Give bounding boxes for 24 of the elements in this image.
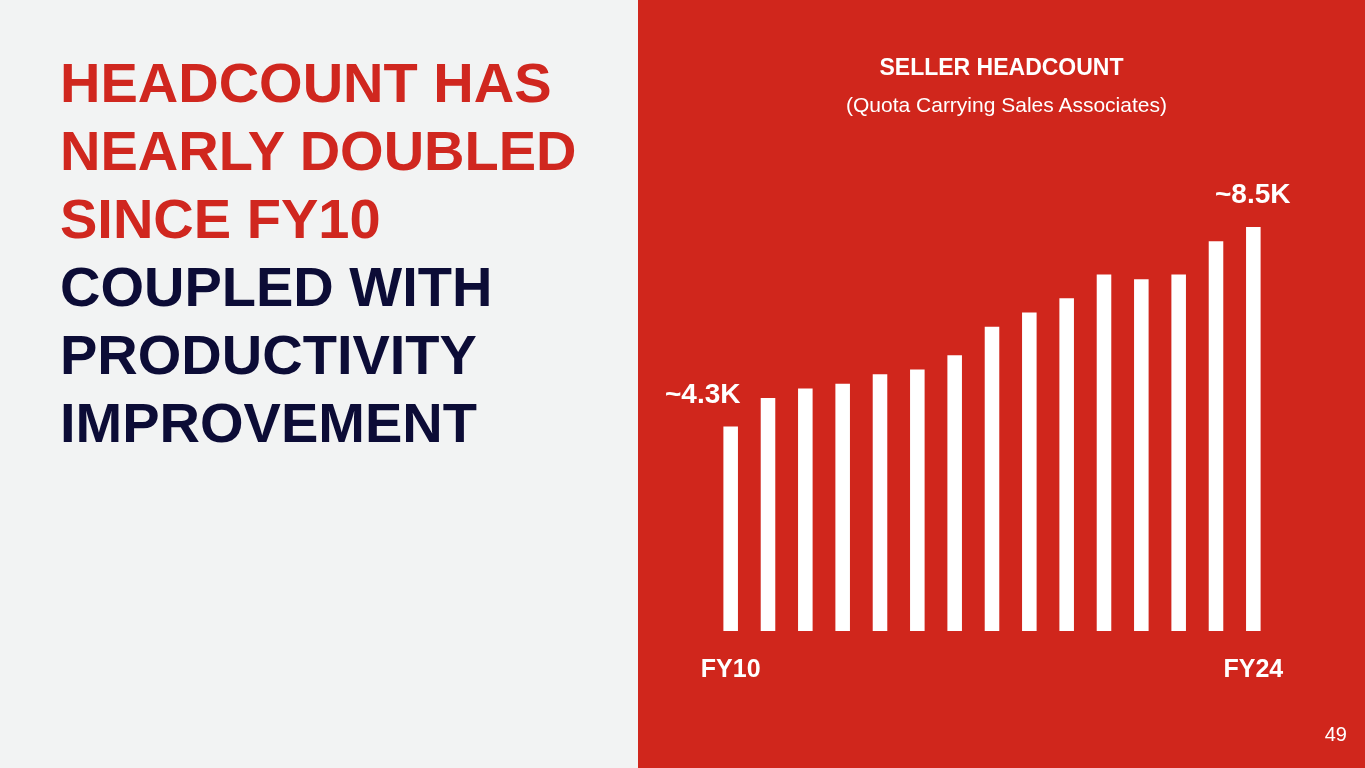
bar [760, 398, 776, 631]
bar [872, 374, 888, 631]
bar [984, 326, 1000, 631]
bar [1246, 227, 1261, 631]
x-tick-label: FY10 [700, 654, 761, 682]
bar [1171, 274, 1186, 631]
bar [1096, 274, 1112, 631]
bar [798, 388, 813, 631]
x-tick-label: FY24 [1223, 654, 1284, 682]
text: COUPLED WITH PRODUCTIVITY IMPROVEMENT [60, 254, 494, 456]
text: 49 [1324, 722, 1347, 746]
data-label: ~8.5K [1215, 178, 1291, 209]
bar [947, 355, 962, 631]
bar [723, 426, 738, 631]
bar [1059, 298, 1074, 631]
bar [910, 369, 925, 631]
bar [1134, 279, 1149, 631]
chart-subtitle: (Quota Carrying Sales Associates) [846, 93, 1167, 116]
bar [1022, 312, 1037, 631]
bar [835, 383, 850, 631]
bar [1208, 241, 1224, 631]
text: HEADCOUNT HAS NEARLY DOUBLED SINCE FY10 [60, 50, 578, 252]
chart-title: SELLER HEADCOUNT [879, 54, 1124, 81]
data-label: ~4.3K [665, 378, 741, 409]
